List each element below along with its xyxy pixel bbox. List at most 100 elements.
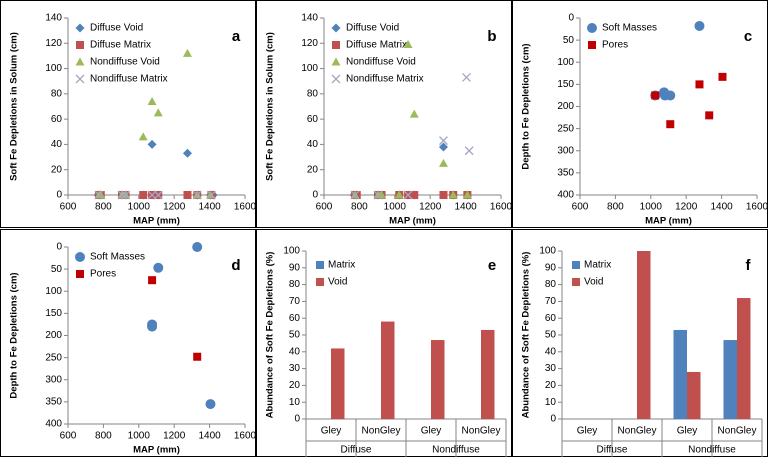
marker-triangle <box>438 158 448 167</box>
x-tick-label: 1000 <box>128 431 151 442</box>
y-tick-label: 250 <box>45 352 62 363</box>
x-tick-label: 600 <box>572 202 589 213</box>
y-tick-label: 30 <box>545 363 557 374</box>
y-tick-label: 50 <box>51 264 63 275</box>
legend-swatch <box>316 278 324 286</box>
legend-label: Pores <box>90 269 116 280</box>
marker-square <box>718 72 727 81</box>
legend-label: Diffuse Matrix <box>90 40 151 51</box>
y-tick-label: 100 <box>301 63 318 74</box>
y-tick-label: 140 <box>301 13 318 24</box>
x-tick-label: Gley <box>577 426 598 437</box>
y-tick-label: 60 <box>289 313 301 324</box>
y-tick-label: 0 <box>56 242 62 253</box>
legend-label: Diffuse Matrix <box>346 40 407 51</box>
x-tick-label: 1600 <box>234 431 257 442</box>
legend-swatch <box>316 261 324 269</box>
y-tick-label: 60 <box>307 114 319 125</box>
marker-triangle <box>462 190 472 199</box>
x-tick-label: NonGley <box>618 426 657 437</box>
marker-diamond <box>182 148 192 158</box>
x-axis-title: MAP (mm) <box>389 216 436 227</box>
legend-label: Void <box>328 277 347 288</box>
bar <box>431 340 445 419</box>
marker-square <box>666 120 675 129</box>
legend-label: Diffuse Void <box>90 23 143 34</box>
bar <box>687 371 701 419</box>
marker-triangle <box>403 40 413 49</box>
legend-label: Void <box>584 277 603 288</box>
marker-triangle <box>409 109 419 118</box>
marker-square <box>76 41 84 49</box>
x-tick-label: 800 <box>351 202 368 213</box>
x-tick-label: 1600 <box>746 202 769 213</box>
legend-label: Soft Masses <box>90 252 145 263</box>
legend-label: Diffuse Void <box>346 23 399 34</box>
panel-label: a <box>232 28 241 45</box>
y-tick-label: 60 <box>51 114 63 125</box>
panel: 0 50 100 150 200 250 300 350 400 Depth to Fe Depl… <box>512 0 769 228</box>
x-tick-label: 600 <box>60 202 77 213</box>
panel-border <box>512 0 768 228</box>
y-tick-label: 140 <box>45 13 62 24</box>
marker-x <box>192 190 202 200</box>
x-tick-label: 1000 <box>128 202 151 213</box>
bar <box>723 340 737 419</box>
y-tick-label: 120 <box>45 38 62 49</box>
marker-diamond <box>147 139 157 149</box>
panel: 0 50 100 150 200 250 300 350 400 Depth to Fe Depl… <box>0 229 257 457</box>
marker-circle <box>75 252 85 262</box>
y-tick-label: 200 <box>557 101 574 112</box>
x-tick-label: 1600 <box>490 202 513 213</box>
legend-label: Pores <box>602 40 628 51</box>
y-axis-title: Abundance of Soft Fe Depletions (%) <box>265 252 276 419</box>
y-tick-label: 0 <box>294 414 300 425</box>
x-tick-label: 600 <box>316 202 333 213</box>
y-tick-label: 40 <box>545 346 557 357</box>
y-tick-label: 10 <box>545 397 557 408</box>
x-tick-label: 800 <box>607 202 624 213</box>
x-tick-label: 1400 <box>198 431 221 442</box>
panel: 0 20 40 60 80 100 120 140 Soft Fe Depletions in … <box>256 0 513 228</box>
legend-label: Soft Masses <box>602 23 657 34</box>
marker-x <box>117 190 127 200</box>
marker-square <box>332 41 340 49</box>
x-tick-label: 800 <box>95 202 112 213</box>
marker-square <box>410 191 419 199</box>
y-tick-label: 300 <box>557 145 574 156</box>
marker-x <box>464 146 474 156</box>
x-tick-label: 1600 <box>234 202 257 213</box>
marker-circle <box>147 321 158 332</box>
y-tick-label: 20 <box>307 164 319 175</box>
y-tick-label: 50 <box>545 330 557 341</box>
x-tick-label: NonGley <box>718 426 757 437</box>
y-tick-label: 90 <box>289 262 301 273</box>
y-tick-label: 400 <box>557 190 574 201</box>
x-tick-label: 1200 <box>419 202 442 213</box>
x-tick-label: 1400 <box>710 202 733 213</box>
legend-label: Nondiffuse Matrix <box>346 74 424 85</box>
marker-circle <box>192 242 203 252</box>
marker-x <box>94 190 104 200</box>
x-axis-title: MAP (mm) <box>645 216 692 227</box>
x-tick-label: 1000 <box>384 202 407 213</box>
marker-triangle <box>147 96 157 105</box>
marker-square <box>193 352 202 361</box>
y-tick-label: 20 <box>51 164 63 175</box>
x-axis-title: MAP (mm) <box>133 445 180 456</box>
x-tick-label: Gley <box>421 426 442 437</box>
y-tick-label: 100 <box>283 246 300 257</box>
legend-swatch <box>572 278 580 286</box>
marker-diamond <box>438 142 448 152</box>
y-tick-label: 20 <box>545 380 557 391</box>
marker-x <box>462 72 471 82</box>
legend-label: Matrix <box>584 260 611 271</box>
bar <box>673 329 687 419</box>
marker-triangle <box>182 48 192 57</box>
x-tick-label: NonGley <box>462 426 501 437</box>
panel-label: b <box>487 28 496 45</box>
marker-square <box>148 276 157 285</box>
y-tick-label: 350 <box>557 168 574 179</box>
marker-x <box>373 190 383 200</box>
